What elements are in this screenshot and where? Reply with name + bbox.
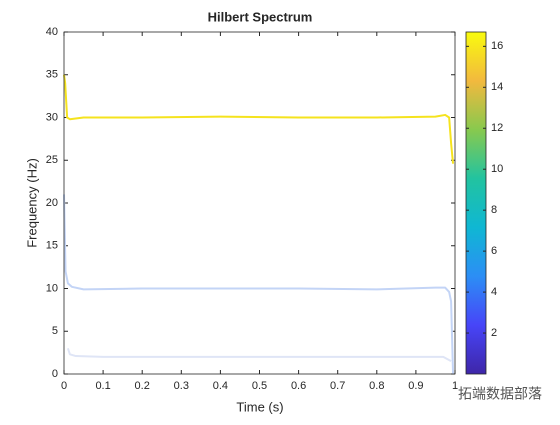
x-tick-label: 0.8: [369, 380, 384, 392]
y-tick-label: 30: [46, 111, 58, 123]
colorbar-tick-label: 2: [491, 327, 497, 339]
y-tick-label: 15: [46, 240, 58, 252]
colorbar-tick-label: 6: [491, 245, 497, 257]
x-tick-label: 0.9: [408, 380, 423, 392]
y-tick-label: 20: [46, 197, 58, 209]
x-tick-label: 0.7: [330, 380, 345, 392]
colorbar-tick-label: 10: [491, 163, 503, 175]
spectrum-line: [63, 194, 455, 375]
x-tick-label: 0.3: [174, 380, 189, 392]
spectrum-line: [66, 348, 452, 363]
y-tick-label: 40: [46, 26, 58, 38]
x-tick-label: 0.6: [291, 380, 306, 392]
plot-frame: [63, 31, 456, 375]
watermark: 拓端数据部落: [458, 386, 542, 402]
colorbar-tick-label: 14: [491, 81, 503, 93]
colorbar: [465, 31, 487, 375]
x-tick-label: 0.2: [135, 380, 150, 392]
colorbar-tick-label: 4: [491, 286, 497, 298]
y-axis-label: Frequency (Hz): [24, 158, 39, 248]
y-tick-label: 25: [46, 154, 58, 166]
chart-title: Hilbert Spectrum: [208, 9, 313, 24]
x-tick-label: 0.5: [252, 380, 267, 392]
x-tick-label: 0: [61, 380, 67, 392]
x-tick-label: 1: [452, 380, 458, 392]
colorbar-tick-label: 8: [491, 204, 497, 216]
y-tick-label: 35: [46, 69, 58, 81]
x-axis-label: Time (s): [236, 399, 283, 414]
colorbar-tick-label: 16: [491, 40, 503, 52]
y-tick-label: 0: [52, 368, 58, 380]
x-tick-label: 0.1: [95, 380, 110, 392]
y-tick-label: 5: [52, 325, 58, 337]
spectrum-line: [63, 74, 455, 164]
colorbar-tick-label: 12: [491, 122, 503, 134]
x-tick-label: 0.4: [213, 380, 228, 392]
y-tick-label: 10: [46, 282, 58, 294]
